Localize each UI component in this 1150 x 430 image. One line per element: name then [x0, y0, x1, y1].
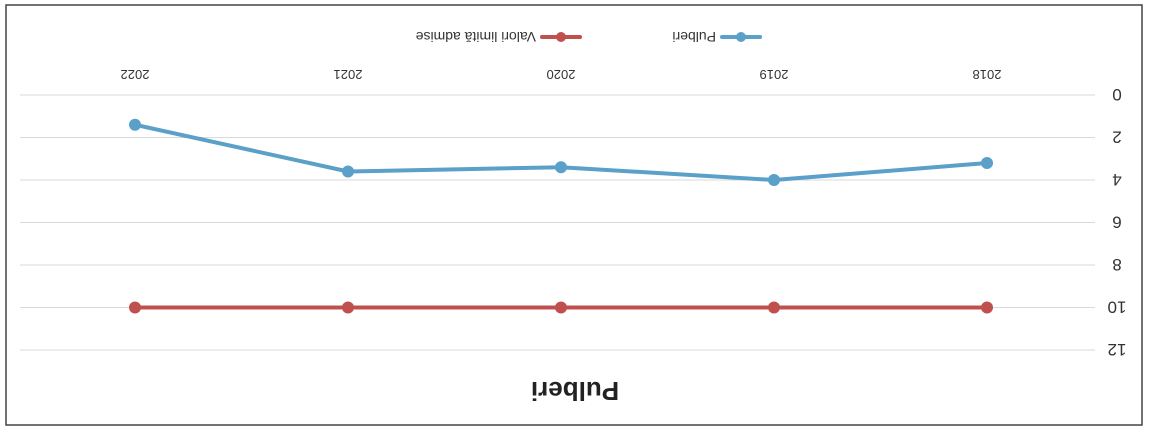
x-tick-label: 2019	[760, 67, 789, 82]
chart-frame	[5, 4, 1143, 426]
x-axis-ticks: 2018 2019 2020 2021 2022	[121, 67, 1002, 82]
y-tick-label: 2	[1112, 128, 1121, 147]
y-tick-label: 4	[1112, 170, 1121, 189]
data-point	[555, 161, 567, 174]
y-tick-label: 8	[1112, 255, 1121, 274]
data-point	[981, 301, 993, 314]
legend-label: Valori limită admise	[415, 29, 536, 45]
data-point	[768, 301, 780, 314]
x-tick-label: 2018	[973, 67, 1002, 82]
y-tick-label: 0	[1112, 85, 1121, 104]
y-tick-label: 6	[1112, 213, 1121, 232]
legend-swatch-dot	[736, 32, 746, 42]
x-tick-label: 2020	[547, 67, 576, 82]
data-point	[129, 118, 141, 131]
data-point	[342, 165, 354, 178]
x-tick-label: 2022	[121, 67, 150, 82]
legend: Pulberi Valori limită admise	[415, 29, 762, 45]
legend-swatch-dot	[556, 32, 566, 42]
data-point	[129, 301, 141, 314]
data-point	[768, 174, 780, 186]
y-tick-label: 10	[1108, 298, 1127, 317]
data-point	[981, 157, 993, 169]
legend-label: Pulberi	[672, 29, 716, 45]
x-tick-label: 2021	[334, 67, 363, 82]
chart-title: Pulberi	[531, 376, 619, 406]
data-point	[342, 301, 354, 314]
y-axis-ticks: 0 2 4 6 8 10 12	[1108, 85, 1127, 359]
data-point	[555, 301, 567, 314]
y-tick-label: 12	[1108, 340, 1127, 359]
series-layer	[129, 118, 993, 314]
